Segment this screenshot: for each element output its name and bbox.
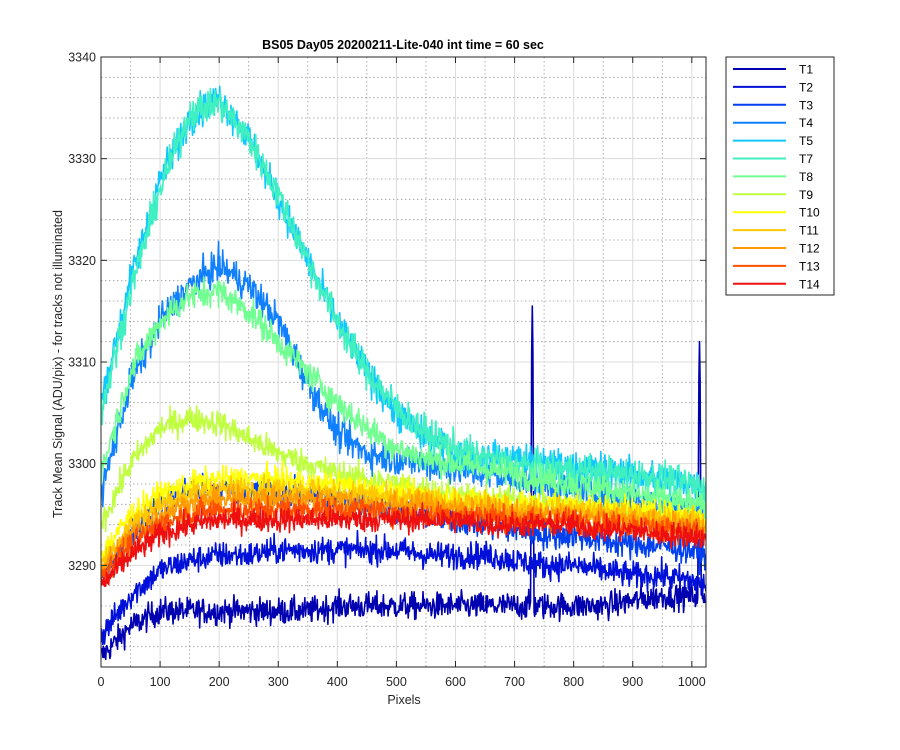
legend-label-t4: T4	[799, 116, 813, 130]
legend-label-t9: T9	[799, 188, 813, 202]
x-tick-label: 1000	[678, 675, 706, 689]
legend-label-t11: T11	[799, 224, 819, 238]
legend-label-t12: T12	[799, 242, 820, 256]
y-axis-label: Track Mean Signal (ADU/pix) - for tracks…	[51, 210, 65, 518]
series-lines	[101, 85, 706, 661]
legend-label-t5: T5	[799, 134, 813, 148]
y-tick-label: 3290	[68, 559, 96, 573]
legend-label-t1: T1	[799, 63, 813, 77]
chart-title: BS05 Day05 20200211-Lite-040 int time = …	[262, 38, 544, 52]
x-tick-label: 700	[504, 675, 525, 689]
series-line-t2	[101, 529, 706, 646]
x-tick-label: 500	[386, 675, 407, 689]
series-line-t1	[101, 305, 706, 661]
x-axis-label: Pixels	[387, 693, 420, 707]
legend-label-t10: T10	[799, 206, 820, 220]
x-tick-label: 0	[98, 675, 105, 689]
plot-area	[100, 56, 707, 668]
legend-label-t13: T13	[799, 259, 820, 273]
legend-label-t3: T3	[799, 98, 813, 112]
legend-label-t14: T14	[799, 277, 820, 291]
x-tick-label: 900	[622, 675, 643, 689]
x-axis-tick-labels: 0 100 200 300 400 500 600 700 800 900 1000	[98, 675, 706, 689]
y-tick-label: 3300	[68, 457, 96, 471]
y-tick-label: 3320	[68, 254, 96, 268]
series-line-t8	[101, 276, 706, 522]
series-line-t14	[101, 501, 706, 588]
axis-ticks	[100, 56, 706, 667]
x-tick-label: 200	[209, 675, 230, 689]
x-tick-label: 300	[268, 675, 289, 689]
y-tick-label: 3330	[68, 152, 96, 166]
x-tick-label: 800	[563, 675, 584, 689]
x-tick-label: 400	[327, 675, 348, 689]
y-tick-label: 3310	[68, 356, 96, 370]
legend-label-t8: T8	[799, 170, 813, 184]
legend-label-t2: T2	[799, 80, 813, 94]
x-tick-label: 100	[150, 675, 171, 689]
y-tick-label: 3340	[68, 51, 96, 65]
legend-label-t7: T7	[799, 152, 813, 166]
legend: T1 T2 T3 T4 T5 T7 T8 T9 T10 T11 T12 T13 T14	[725, 56, 835, 296]
y-axis-tick-labels: 3290 3300 3310 3320 3330 3340	[68, 51, 96, 573]
x-tick-label: 600	[445, 675, 466, 689]
